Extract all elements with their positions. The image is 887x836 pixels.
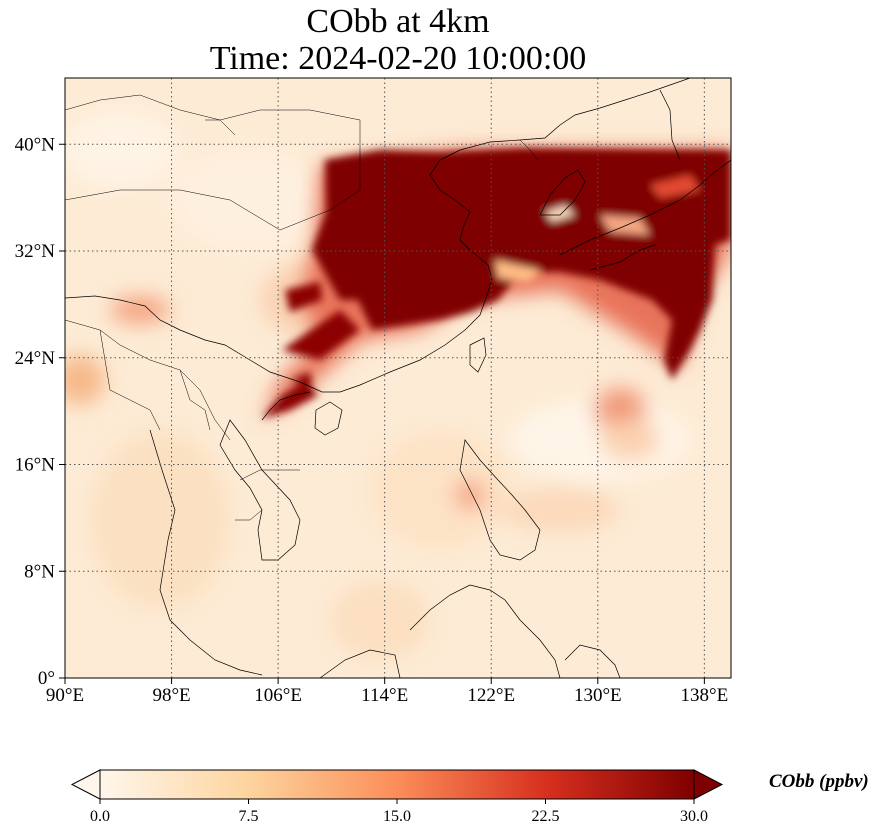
- colorbar-tick-label: 30.0: [680, 808, 708, 825]
- x-tick-label: 114°E: [361, 685, 408, 706]
- map-subtitle-time: Time: 2024-02-20 10:00:00: [209, 40, 587, 77]
- tick-marks: [59, 143, 705, 684]
- map-area: [65, 78, 731, 678]
- colorbar-extend-min: [70, 769, 101, 800]
- high-concentration-plume: [262, 148, 731, 418]
- colorbar-label: CObb (ppbv): [769, 771, 869, 792]
- x-tick-label: 98°E: [152, 685, 190, 706]
- country-borders: [65, 94, 539, 521]
- x-tick-label: 138°E: [681, 685, 729, 706]
- y-axis-labels: 0° 8°N 16°N 24°N 32°N 40°N: [15, 134, 56, 689]
- colorbar-tick-label: 0.0: [90, 808, 110, 825]
- colorbar-gradient: [100, 770, 694, 799]
- map-frame: [64, 77, 732, 679]
- y-tick-label: 32°N: [15, 241, 56, 262]
- colorbar-extend-max: [693, 769, 724, 800]
- colorbar-tick-label: 7.5: [239, 808, 259, 825]
- colorbar-tick-label: 22.5: [532, 808, 560, 825]
- x-axis-labels: 90°E 98°E 106°E 114°E 122°E 130°E 138°E: [46, 685, 728, 706]
- x-tick-label: 106°E: [254, 685, 302, 706]
- y-tick-label: 0°: [38, 668, 55, 689]
- x-tick-label: 122°E: [467, 685, 515, 706]
- map-title: CObb at 4km: [306, 3, 490, 40]
- x-tick-label: 90°E: [46, 685, 84, 706]
- x-tick-label: 130°E: [574, 685, 622, 706]
- gridlines: [65, 78, 731, 678]
- y-tick-label: 24°N: [15, 348, 56, 369]
- colorbar: 0.0 7.5 15.0 22.5 30.0 CObb (ppbv): [70, 769, 869, 825]
- colorbar-tick-label: 15.0: [383, 808, 411, 825]
- y-tick-label: 16°N: [15, 455, 56, 476]
- y-tick-label: 8°N: [24, 561, 55, 582]
- y-tick-label: 40°N: [15, 134, 56, 155]
- colorbar-ticks: [99, 799, 695, 804]
- coastlines: [65, 78, 731, 678]
